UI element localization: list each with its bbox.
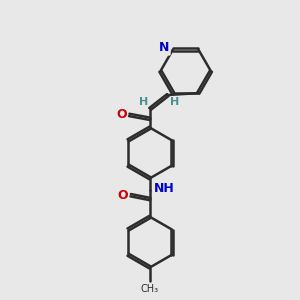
Text: NH: NH	[154, 182, 174, 195]
Text: H: H	[170, 98, 179, 107]
Text: H: H	[139, 97, 148, 106]
Text: O: O	[116, 108, 127, 122]
Text: CH₃: CH₃	[141, 284, 159, 294]
Text: O: O	[118, 189, 128, 202]
Text: N: N	[159, 41, 169, 54]
